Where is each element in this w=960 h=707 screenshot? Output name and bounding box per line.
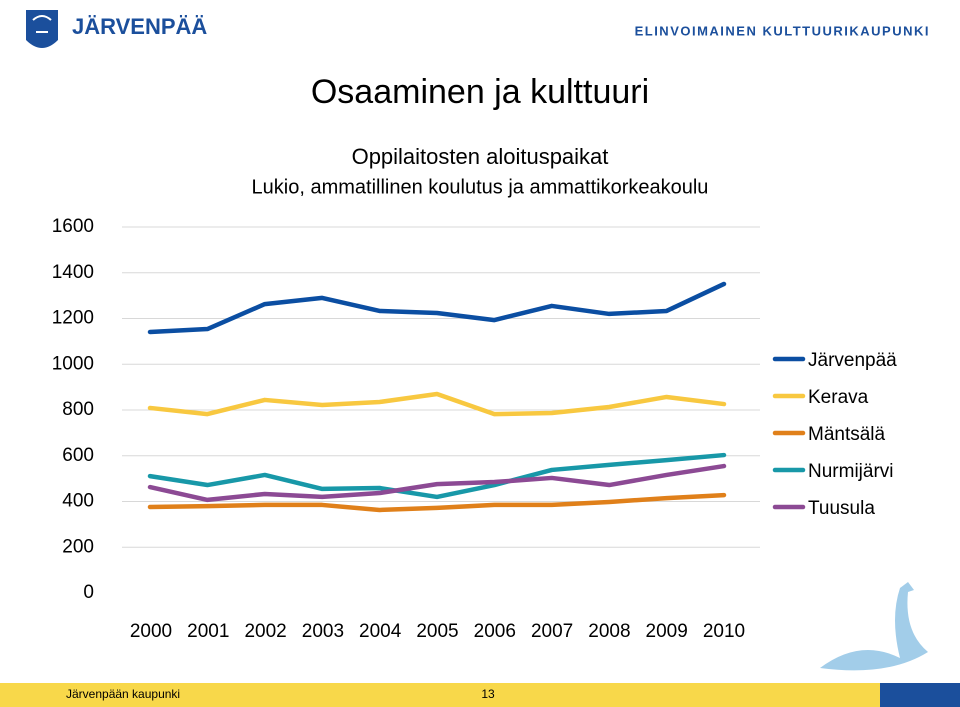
logo-text: JÄRVENPÄÄ: [72, 14, 207, 39]
x-tick-label: 2009: [646, 621, 688, 642]
page-number: 13: [481, 687, 495, 701]
y-tick-label: 1000: [52, 353, 94, 374]
series-line: [147, 452, 727, 500]
y-tick-label: 400: [62, 491, 94, 512]
x-tick-label: 2005: [416, 621, 458, 642]
x-tick-label: 2007: [531, 621, 573, 642]
x-tick-label: 2006: [474, 621, 516, 642]
footer-accent: [880, 683, 960, 707]
legend-label: Kerava: [808, 387, 869, 408]
footer-text: Järvenpään kaupunki: [66, 687, 180, 701]
x-tick-label: 2008: [588, 621, 630, 642]
x-tick-label: 2004: [359, 621, 402, 642]
x-tick-label: 2002: [244, 621, 286, 642]
series-line: [147, 391, 727, 417]
series-line: [147, 463, 727, 503]
x-tick-label: 2001: [187, 621, 229, 642]
legend-label: Tuusula: [808, 498, 875, 519]
chart-title: Oppilaitosten aloituspaikat: [352, 144, 609, 169]
slide-heading: Osaaminen ja kulttuuri: [311, 73, 649, 111]
x-tick-label: 2000: [130, 621, 172, 642]
legend-label: Mäntsälä: [808, 424, 886, 445]
y-tick-label: 1200: [52, 308, 94, 329]
legend-label: Järvenpää: [808, 350, 897, 371]
footer-bar: [0, 683, 960, 707]
y-tick-label: 0: [83, 582, 94, 603]
series-line: [147, 281, 727, 335]
y-tick-label: 1600: [52, 216, 94, 237]
y-tick-label: 600: [62, 445, 94, 466]
tagline: ELINVOIMAINEN KULTTUURIKAUPUNKI: [635, 23, 930, 38]
y-tick-label: 200: [62, 536, 94, 557]
decor-bird: [820, 582, 928, 671]
x-tick-label: 2003: [302, 621, 344, 642]
y-tick-label: 1400: [52, 262, 94, 283]
series-line: [147, 492, 727, 513]
x-tick-label: 2010: [703, 621, 745, 642]
legend-label: Nurmijärvi: [808, 461, 894, 482]
chart-subtitle: Lukio, ammatillinen koulutus ja ammattik…: [252, 176, 709, 198]
logo-lyre: [32, 15, 52, 33]
y-tick-label: 800: [62, 399, 94, 420]
